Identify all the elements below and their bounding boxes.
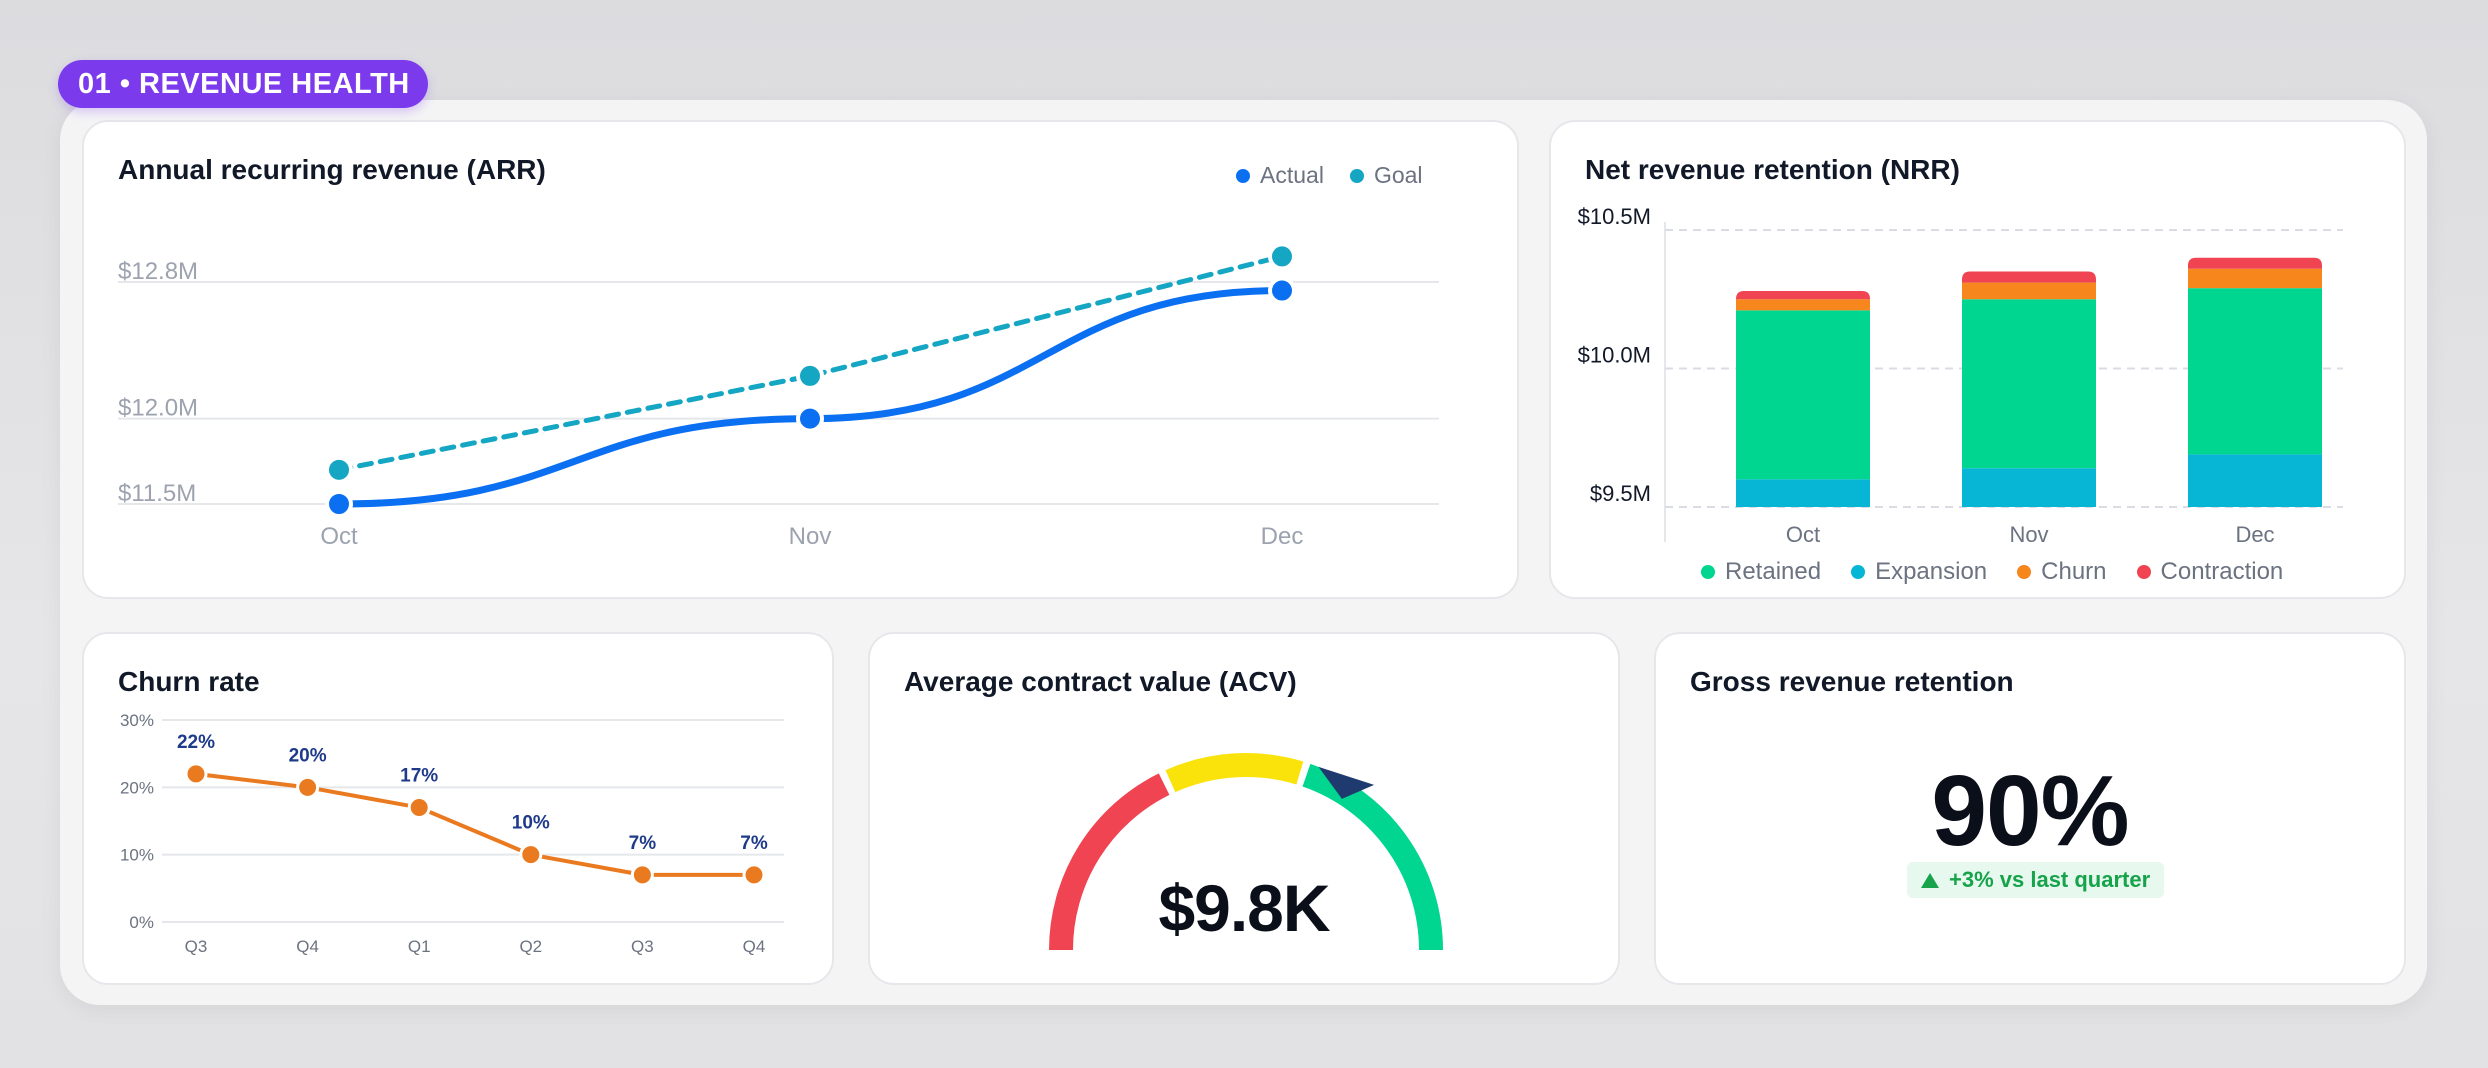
nrr-xtick-label-oct: Oct xyxy=(1786,522,1820,547)
nrr-bar-churn-nov xyxy=(1962,282,2096,300)
nrr-bar-retained-nov xyxy=(1962,299,2096,469)
acv-value: $9.8K xyxy=(1158,871,1330,945)
arr-legend-goal-label: Goal xyxy=(1373,162,1423,188)
arr-series-line-goal xyxy=(336,253,1285,473)
nrr-legend-label-expansion: Expansion xyxy=(1875,558,1988,585)
arr-title: Annual recurring revenue (ARR) xyxy=(118,154,546,185)
arr-point-actual-nov xyxy=(796,404,824,433)
churn-ytick-label-3: 30% xyxy=(120,711,154,730)
nrr-legend-churn: Churn xyxy=(2017,558,2107,586)
churn-data-label-3: 10% xyxy=(512,813,550,834)
churn-point-0 xyxy=(184,762,208,786)
section-badge: 01 • REVENUE HEALTH xyxy=(58,60,428,108)
arr-xtick-label-1: Nov xyxy=(789,523,832,550)
nrr-legend-label-contraction: Contraction xyxy=(2160,558,2284,585)
arr-ytick-label-2: $12.8M xyxy=(118,258,198,285)
churn-ytick-label-1: 10% xyxy=(120,846,154,865)
nrr-bar-contraction-dec xyxy=(2188,257,2322,269)
churn-xtick-label-1: Q4 xyxy=(296,937,319,956)
acv-gauge-segment-mid xyxy=(1165,753,1304,793)
churn-point-1 xyxy=(296,775,320,799)
churn-xtick-label-3: Q2 xyxy=(519,937,542,956)
acv-gauge-segment-low xyxy=(1049,773,1170,951)
grr-trend-label: +3% vs last quarter xyxy=(1949,867,2151,892)
churn-xtick-label-0: Q3 xyxy=(185,937,208,956)
arr-xtick-label-0: Oct xyxy=(320,523,358,550)
churn-ytick-label-0: 0% xyxy=(129,913,154,932)
nrr-legend-expansion: Expansion xyxy=(1851,558,1987,586)
arr-point-actual-dec xyxy=(1268,276,1296,305)
nrr-legend-contraction: Contraction xyxy=(2136,558,2284,586)
arr-legend-goal: Goal xyxy=(1349,162,1423,189)
nrr-bar-retained-dec xyxy=(2188,288,2322,455)
churn-data-label-1: 20% xyxy=(289,745,327,766)
nrr-xtick-label-nov: Nov xyxy=(2009,522,2048,547)
acv-gauge-pointer xyxy=(1318,766,1375,799)
grr-trend-badge: +3% vs last quarter xyxy=(1907,862,2165,898)
arr-ytick-label-1: $12.0M xyxy=(118,395,198,422)
nrr-card: Net revenue retention (NRR) $9.5M $10.0M $… xyxy=(1549,120,2406,599)
grr-card: Gross revenue retention 90% +3% vs last … xyxy=(1654,632,2406,985)
nrr-legend-retained: Retained xyxy=(1701,558,1821,586)
arr-xtick-label-2: Dec xyxy=(1261,523,1304,550)
nrr-bar-expansion-nov xyxy=(1962,468,2096,507)
churn-data-label-0: 22% xyxy=(177,732,215,753)
nrr-legend-label-retained: Retained xyxy=(1725,558,1822,585)
grr-value: 90% xyxy=(1931,755,2129,867)
churn-xtick-label-2: Q1 xyxy=(408,937,431,956)
churn-data-label-5: 7% xyxy=(740,833,768,854)
churn-point-2 xyxy=(407,796,431,820)
nrr-bar-churn-dec xyxy=(2188,268,2322,289)
arr-chart: $11.5M $12.0M $12.8M Oct Nov Dec xyxy=(118,242,1439,550)
churn-point-5 xyxy=(742,863,766,887)
arr-card: Annual recurring revenue (ARR) Actual Go… xyxy=(82,120,1519,599)
churn-point-4 xyxy=(630,863,654,887)
churn-point-3 xyxy=(519,843,543,867)
nrr-legend-swatch-contraction xyxy=(2136,565,2151,579)
acv-card: Average contract value (ACV) $9.8K xyxy=(868,632,1620,985)
arr-point-actual-oct xyxy=(325,490,353,518)
nrr-title: Net revenue retention (NRR) xyxy=(1585,154,1960,185)
churn-line xyxy=(195,771,754,877)
churn-title: Churn rate xyxy=(118,666,260,697)
arr-legend-goal-swatch xyxy=(1349,168,1364,183)
nrr-chart: $9.5M $10.0M $10.5M Oct Nov Dec xyxy=(1578,204,2343,547)
nrr-ytick-label-1: $10.0M xyxy=(1578,343,1651,368)
nrr-legend: Retained Expansion Churn Contraction xyxy=(1701,558,2283,586)
nrr-bar-expansion-dec xyxy=(2188,454,2322,507)
churn-chart: 0% 10% 20% 30% 22% Q3 20% Q4 17% Q1 10% Q2 7% Q3 7% Q4 xyxy=(120,711,784,956)
arr-legend: Actual Goal xyxy=(1236,162,1423,189)
churn-data-label-4: 7% xyxy=(629,833,657,854)
nrr-bar-retained-oct xyxy=(1736,310,1870,480)
nrr-bar-expansion-oct xyxy=(1736,479,1870,507)
nrr-legend-swatch-retained xyxy=(1701,565,1715,579)
churn-data-label-2: 17% xyxy=(400,766,438,787)
arr-legend-actual: Actual xyxy=(1236,162,1324,189)
churn-ytick-label-2: 20% xyxy=(120,778,154,797)
arr-legend-actual-label: Actual xyxy=(1260,162,1324,188)
acv-gauge xyxy=(1049,753,1443,951)
churn-xtick-label-4: Q3 xyxy=(631,937,654,956)
nrr-legend-label-churn: Churn xyxy=(2041,558,2107,585)
churn-card: Churn rate 0% 10% 20% 30% 22% Q3 20% Q4 17% Q1 10%… xyxy=(82,632,834,985)
arr-legend-actual-swatch xyxy=(1236,168,1250,183)
nrr-legend-swatch-expansion xyxy=(1851,565,1866,579)
arr-point-goal-nov xyxy=(796,361,824,390)
nrr-bar-churn-oct xyxy=(1736,299,1870,311)
churn-xtick-label-5: Q4 xyxy=(743,937,766,956)
acv-title: Average contract value (ACV) xyxy=(904,666,1297,697)
arr-series-line-actual xyxy=(335,287,1286,508)
arr-point-goal-dec xyxy=(1268,242,1296,271)
nrr-ytick-label-2: $10.5M xyxy=(1578,204,1651,229)
nrr-ytick-label-0: $9.5M xyxy=(1590,481,1651,506)
arr-point-goal-oct xyxy=(325,455,353,484)
nrr-bar-contraction-nov xyxy=(1962,271,2096,283)
nrr-bar-contraction-oct xyxy=(1736,290,1870,300)
nrr-legend-swatch-churn xyxy=(2017,565,2032,579)
trend-up-icon xyxy=(1921,872,1939,888)
arr-ytick-label-0: $11.5M xyxy=(118,480,196,507)
grr-title: Gross revenue retention xyxy=(1690,666,2014,697)
nrr-xtick-label-dec: Dec xyxy=(2235,522,2274,547)
